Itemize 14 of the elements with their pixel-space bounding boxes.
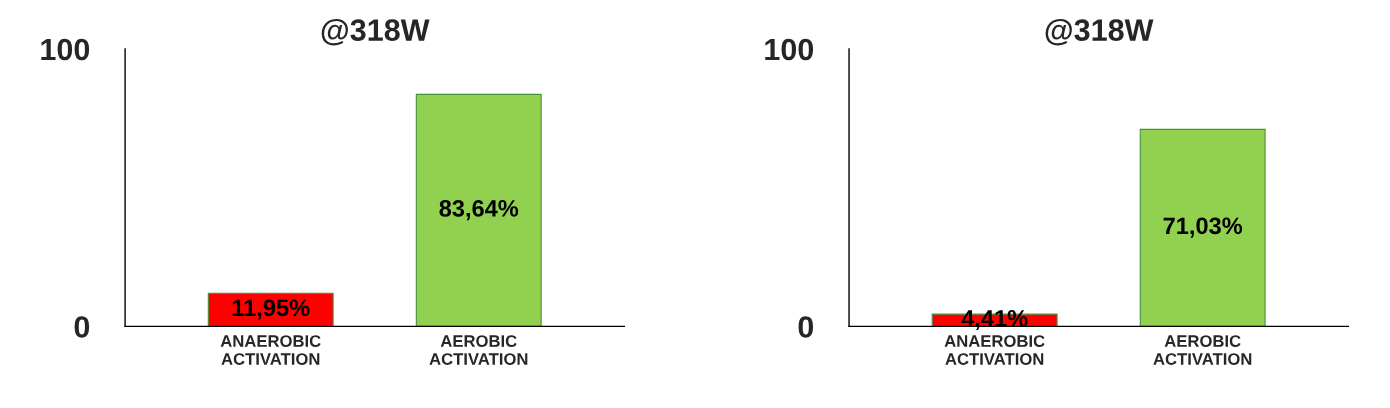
data-label: 71,03% xyxy=(1163,217,1243,238)
y-tick-label: 0 xyxy=(74,316,90,338)
y-tick-label: 0 xyxy=(798,316,814,338)
data-label: 11,95% xyxy=(232,299,310,320)
x-tick-label: AEROBIC ACTIVATION xyxy=(429,335,528,365)
data-label: 4,41% xyxy=(961,309,1028,331)
chart-title: @318W xyxy=(1045,18,1154,46)
y-tick-label: 100 xyxy=(41,38,90,61)
y-tick-label: 100 xyxy=(765,38,814,61)
data-label: 83,64% xyxy=(439,199,519,221)
x-tick-label: AEROBIC ACTIVATION xyxy=(1153,335,1252,365)
chart-title: @318W xyxy=(321,18,430,46)
x-tick-label: ANAEROBIC ACTIVATION xyxy=(944,335,1045,365)
x-tick-label: ANAEROBIC ACTIVATION xyxy=(220,335,321,365)
